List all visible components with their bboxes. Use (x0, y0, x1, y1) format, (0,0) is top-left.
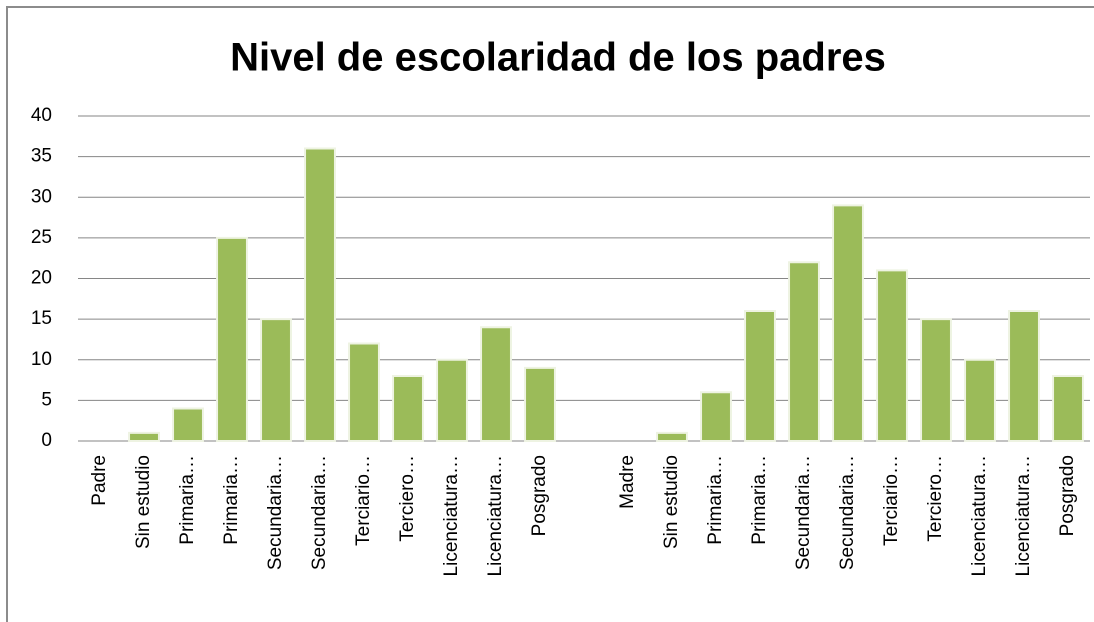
x-tick-label: Secundaria… (265, 455, 286, 570)
x-tick-label: Licenciatura… (1013, 455, 1034, 576)
x-tick-label: Secundaria… (793, 455, 814, 570)
bar (656, 431, 688, 442)
x-tick-label: Padre (89, 455, 110, 506)
y-tick-label: 25 (31, 227, 52, 248)
x-tick-label: Secundaria… (309, 455, 330, 570)
bar (260, 318, 292, 442)
x-tick-label: Posgrado (1057, 455, 1078, 536)
x-tick-label: Posgrado (529, 455, 550, 536)
y-tick-label: 35 (31, 146, 52, 167)
y-tick-label: 40 (31, 105, 52, 126)
bar (348, 342, 380, 442)
x-tick-label: Sin estudio (133, 455, 154, 549)
x-tick-label: Terciero… (397, 455, 418, 542)
bar (172, 407, 204, 442)
bar (480, 326, 512, 442)
x-tick-label: Terciario… (881, 455, 902, 546)
y-tick-label: 0 (41, 430, 52, 451)
chart-title: Nivel de escolaridad de los padres (230, 36, 886, 80)
bar (304, 147, 336, 442)
x-tick-label: Primaria… (705, 455, 726, 545)
bar (436, 358, 468, 442)
bar (964, 358, 996, 442)
x-tick-label: Licenciatura… (969, 455, 990, 576)
chart-frame (6, 6, 1094, 622)
bar (1052, 375, 1084, 442)
bar (524, 366, 556, 442)
y-tick-label: 30 (31, 186, 52, 207)
x-tick-label: Primaria… (221, 455, 242, 545)
x-tick-label: Terciero… (925, 455, 946, 542)
bar (392, 375, 424, 442)
bar (832, 204, 864, 442)
bar (128, 431, 160, 442)
y-tick-label: 15 (31, 308, 52, 329)
bar (876, 269, 908, 442)
y-tick-label: 20 (31, 268, 52, 289)
x-tick-label: Primaria… (177, 455, 198, 545)
x-tick-label: Madre (617, 455, 638, 509)
x-tick-label: Sin estudio (661, 455, 682, 549)
y-tick-label: 10 (31, 349, 52, 370)
x-tick-label: Secundaria… (837, 455, 858, 570)
bar (744, 310, 776, 442)
bar (216, 236, 248, 442)
bar (700, 391, 732, 442)
x-tick-label: Primaria… (749, 455, 770, 545)
x-tick-label: Terciario… (353, 455, 374, 546)
x-tick-label: Licenciatura… (441, 455, 462, 576)
y-tick-label: 5 (41, 389, 52, 410)
x-tick-label: Licenciatura… (485, 455, 506, 576)
bar (1008, 310, 1040, 442)
bar (788, 261, 820, 442)
bar (920, 318, 952, 442)
